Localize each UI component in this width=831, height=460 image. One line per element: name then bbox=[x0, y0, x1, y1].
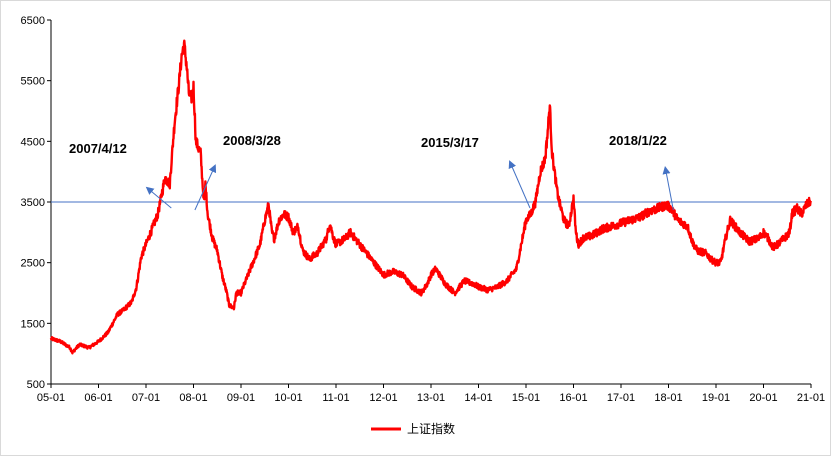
y-tick-label: 1500 bbox=[21, 318, 45, 330]
legend: 上证指数 bbox=[371, 421, 455, 436]
y-tick-label: 4500 bbox=[21, 136, 45, 148]
x-tick-label: 18-01 bbox=[654, 392, 682, 404]
annotation-arrow bbox=[194, 164, 217, 211]
y-tick-label: 3500 bbox=[21, 197, 45, 209]
x-tick-label: 11-01 bbox=[322, 392, 349, 404]
y-tick-label: 5500 bbox=[21, 76, 45, 88]
annotation-arrow bbox=[662, 166, 674, 211]
annotation-label: 2008/3/28 bbox=[223, 133, 281, 148]
y-tick-label: 2500 bbox=[21, 258, 45, 270]
x-tick-label: 06-01 bbox=[84, 392, 112, 404]
x-tick-label: 12-01 bbox=[369, 392, 397, 404]
x-tick-label: 20-01 bbox=[749, 392, 777, 404]
x-tick-label: 15-01 bbox=[512, 392, 540, 404]
x-tick-label: 13-01 bbox=[417, 392, 445, 404]
legend-label: 上证指数 bbox=[407, 421, 455, 436]
series-group bbox=[49, 39, 812, 355]
x-tick-label: 10-01 bbox=[274, 392, 302, 404]
y-tick-label: 500 bbox=[27, 379, 45, 391]
annotation-label: 2018/1/22 bbox=[609, 133, 667, 148]
annotation-arrow bbox=[508, 160, 531, 209]
annotation-label: 2015/3/17 bbox=[421, 135, 479, 150]
x-tick-label: 17-01 bbox=[607, 392, 635, 404]
x-tick-label: 19-01 bbox=[702, 392, 730, 404]
x-tick-label: 08-01 bbox=[179, 392, 207, 404]
x-tick-label: 05-01 bbox=[37, 392, 65, 404]
series-line bbox=[49, 39, 812, 355]
x-tick-label: 09-01 bbox=[227, 392, 255, 404]
x-tick-label: 16-01 bbox=[559, 392, 587, 404]
x-tick-label: 07-01 bbox=[132, 392, 160, 404]
annotation-label: 2007/4/12 bbox=[69, 141, 127, 156]
x-axis: 05-01 06-01 07-01 08-01 09-01 10-01 11-01 12-01… bbox=[37, 383, 825, 404]
annotations: 2007/4/12 2008/3/28 2015/3/17 2018/1/22 bbox=[69, 133, 674, 211]
y-axis: 500 1500 2500 3500 4500 5500 6500 bbox=[21, 15, 52, 391]
annotation-arrow bbox=[145, 186, 172, 209]
x-tick-label: 14-01 bbox=[464, 392, 492, 404]
y-tick-label: 6500 bbox=[21, 15, 45, 27]
x-tick-label: 21-01 bbox=[797, 392, 825, 404]
